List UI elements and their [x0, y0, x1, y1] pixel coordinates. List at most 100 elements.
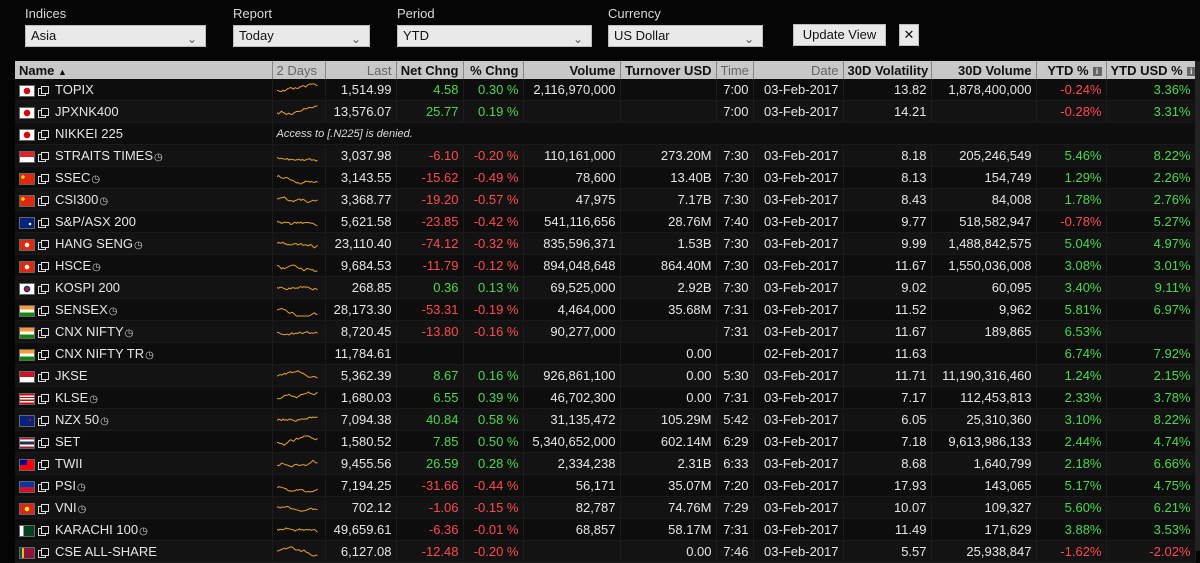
- open-window-icon[interactable]: [38, 548, 49, 559]
- index-name-cell[interactable]: SSEC◷: [15, 166, 273, 189]
- index-name-cell[interactable]: TOPIX: [15, 79, 273, 101]
- table-row[interactable]: SET 1,580.52 7.85 0.50 % 5,340,652,000 602.14…: [15, 430, 1196, 453]
- update-view-button[interactable]: Update View: [793, 24, 886, 46]
- open-window-icon[interactable]: [38, 86, 49, 97]
- period-dropdown[interactable]: YTD ⌄: [397, 25, 592, 47]
- col-30d-volume[interactable]: 30D Volume: [931, 61, 1037, 79]
- close-icon[interactable]: ✕: [899, 24, 919, 46]
- pct-change: -0.49 %: [463, 166, 524, 189]
- index-name: SSEC: [55, 170, 91, 185]
- table-row[interactable]: TOPIX 1,514.99 4.58 0.30 % 2,116,970,000 7:00…: [15, 79, 1196, 101]
- open-window-icon[interactable]: [38, 306, 49, 317]
- open-window-icon[interactable]: [38, 350, 49, 361]
- open-window-icon[interactable]: [38, 526, 49, 537]
- col-pct-chng[interactable]: % Chng: [463, 61, 524, 79]
- open-window-icon[interactable]: [38, 174, 49, 185]
- index-name-cell[interactable]: SENSEX◷: [15, 298, 273, 321]
- index-name-cell[interactable]: CSE ALL-SHARE: [15, 540, 273, 563]
- open-window-icon[interactable]: [38, 504, 49, 515]
- volume-30d: 11,190,316,460: [931, 364, 1037, 387]
- index-name-cell[interactable]: SET: [15, 430, 273, 453]
- report-value: Today: [239, 28, 274, 43]
- col-2days[interactable]: 2 Days: [272, 61, 326, 79]
- net-change: 25.77: [396, 100, 464, 123]
- open-window-icon[interactable]: [38, 218, 49, 229]
- col-30d-volatility[interactable]: 30D Volatility: [843, 61, 932, 79]
- index-name-cell[interactable]: TWII: [15, 452, 273, 475]
- open-window-icon[interactable]: [38, 438, 49, 449]
- table-row[interactable]: CNX NIFTY◷ 8,720.45 -13.80 -0.16 % 90,277,00…: [15, 320, 1196, 343]
- table-row[interactable]: KOSPI 200 268.85 0.36 0.13 % 69,525,000 2.92B…: [15, 276, 1196, 299]
- sparkline-cell: [272, 452, 326, 475]
- table-row[interactable]: NIKKEI 225 Access to [.N225] is denied.: [15, 122, 1196, 145]
- index-name-cell[interactable]: CNX NIFTY TR◷: [15, 342, 273, 365]
- open-window-icon[interactable]: [38, 284, 49, 295]
- open-window-icon[interactable]: [38, 394, 49, 405]
- col-turnover[interactable]: Turnover USD: [620, 61, 717, 79]
- index-name-cell[interactable]: KARACHI 100◷: [15, 518, 273, 541]
- index-name-cell[interactable]: PSI◷: [15, 474, 273, 497]
- open-window-icon[interactable]: [38, 262, 49, 273]
- index-name-cell[interactable]: NZX 50◷: [15, 408, 273, 431]
- table-row[interactable]: NZX 50◷ 7,094.38 40.84 0.58 % 31,135,472 105.…: [15, 408, 1196, 431]
- col-time[interactable]: Time: [716, 61, 754, 79]
- table-row[interactable]: CNX NIFTY TR◷ 11,784.61 0.00 02-Feb-2017 11.…: [15, 342, 1196, 365]
- col-date[interactable]: Date: [753, 61, 844, 79]
- col-net-chng[interactable]: Net Chng: [396, 61, 464, 79]
- open-window-icon[interactable]: [38, 328, 49, 339]
- table-row[interactable]: JKSE 5,362.39 8.67 0.16 % 926,861,100 0.00 5:3…: [15, 364, 1196, 387]
- index-name-cell[interactable]: NIKKEI 225: [15, 122, 273, 145]
- currency-dropdown[interactable]: US Dollar ⌄: [608, 25, 763, 47]
- turnover-usd: [620, 320, 717, 343]
- index-name-cell[interactable]: VNI◷: [15, 496, 273, 519]
- sparkline-cell: [272, 474, 326, 497]
- volume: 541,116,656: [523, 210, 621, 233]
- scrollbar[interactable]: [1195, 61, 1200, 551]
- volatility-30d: 14.21: [843, 100, 932, 123]
- open-window-icon[interactable]: [38, 460, 49, 471]
- col-ytd-usd[interactable]: YTD USD % i: [1106, 61, 1196, 79]
- index-name-cell[interactable]: JPXNK400: [15, 100, 273, 123]
- table-row[interactable]: JPXNK400 13,576.07 25.77 0.19 % 7:00 03-Feb-2…: [15, 100, 1196, 123]
- table-row[interactable]: S&P/ASX 200 5,621.58 -23.85 -0.42 % 541,116,…: [15, 210, 1196, 233]
- table-row[interactable]: HSCE◷ 9,684.53 -11.79 -0.12 % 894,048,648 864…: [15, 254, 1196, 277]
- volume: 46,702,300: [523, 386, 621, 409]
- index-name-cell[interactable]: HANG SENG◷: [15, 232, 273, 255]
- table-row[interactable]: CSI300◷ 3,368.77 -19.20 -0.57 % 47,975 7.17B 7…: [15, 188, 1196, 211]
- index-name-cell[interactable]: CNX NIFTY◷: [15, 320, 273, 343]
- open-window-icon[interactable]: [38, 372, 49, 383]
- col-ytd[interactable]: YTD % i: [1036, 61, 1107, 79]
- table-row[interactable]: PSI◷ 7,194.25 -31.66 -0.44 % 56,171 35.07M 7:2…: [15, 474, 1196, 497]
- open-window-icon[interactable]: [38, 482, 49, 493]
- ytd-pct: 5.04%: [1036, 232, 1107, 255]
- open-window-icon[interactable]: [38, 240, 49, 251]
- open-window-icon[interactable]: [38, 130, 49, 141]
- open-window-icon[interactable]: [38, 108, 49, 119]
- table-row[interactable]: KARACHI 100◷ 49,659.61 -6.36 -0.01 % 68,857 5…: [15, 518, 1196, 541]
- table-row[interactable]: SSEC◷ 3,143.55 -15.62 -0.49 % 78,600 13.40B 7:…: [15, 166, 1196, 189]
- index-name-cell[interactable]: JKSE: [15, 364, 273, 387]
- col-volume[interactable]: Volume: [523, 61, 621, 79]
- table-row[interactable]: VNI◷ 702.12 -1.06 -0.15 % 82,787 74.76M 7:29 03…: [15, 496, 1196, 519]
- open-window-icon[interactable]: [38, 416, 49, 427]
- table-row[interactable]: HANG SENG◷ 23,110.40 -74.12 -0.32 % 835,596,…: [15, 232, 1196, 255]
- ytd-pct: -0.28%: [1036, 100, 1107, 123]
- table-row[interactable]: STRAITS TIMES◷ 3,037.98 -6.10 -0.20 % 110,16…: [15, 144, 1196, 167]
- index-name-cell[interactable]: KOSPI 200: [15, 276, 273, 299]
- index-name-cell[interactable]: KLSE◷: [15, 386, 273, 409]
- col-last[interactable]: Last: [325, 61, 397, 79]
- col-name[interactable]: Name ▲: [15, 61, 273, 79]
- indices-dropdown[interactable]: Asia ⌄: [25, 25, 206, 47]
- table-row[interactable]: KLSE◷ 1,680.03 6.55 0.39 % 46,702,300 0.00 7:3…: [15, 386, 1196, 409]
- open-window-icon[interactable]: [38, 196, 49, 207]
- table-row[interactable]: TWII 9,455.56 26.59 0.28 % 2,334,238 2.31B 6:3…: [15, 452, 1196, 475]
- index-name-cell[interactable]: HSCE◷: [15, 254, 273, 277]
- table-row[interactable]: CSE ALL-SHARE 6,127.08 -12.48 -0.20 % 0.00 7:…: [15, 540, 1196, 563]
- pct-change: -0.01 %: [463, 518, 524, 541]
- report-dropdown[interactable]: Today ⌄: [233, 25, 370, 47]
- index-name-cell[interactable]: STRAITS TIMES◷: [15, 144, 273, 167]
- index-name-cell[interactable]: CSI300◷: [15, 188, 273, 211]
- open-window-icon[interactable]: [38, 152, 49, 163]
- table-row[interactable]: SENSEX◷ 28,173.30 -53.31 -0.19 % 4,464,000 35…: [15, 298, 1196, 321]
- index-name-cell[interactable]: S&P/ASX 200: [15, 210, 273, 233]
